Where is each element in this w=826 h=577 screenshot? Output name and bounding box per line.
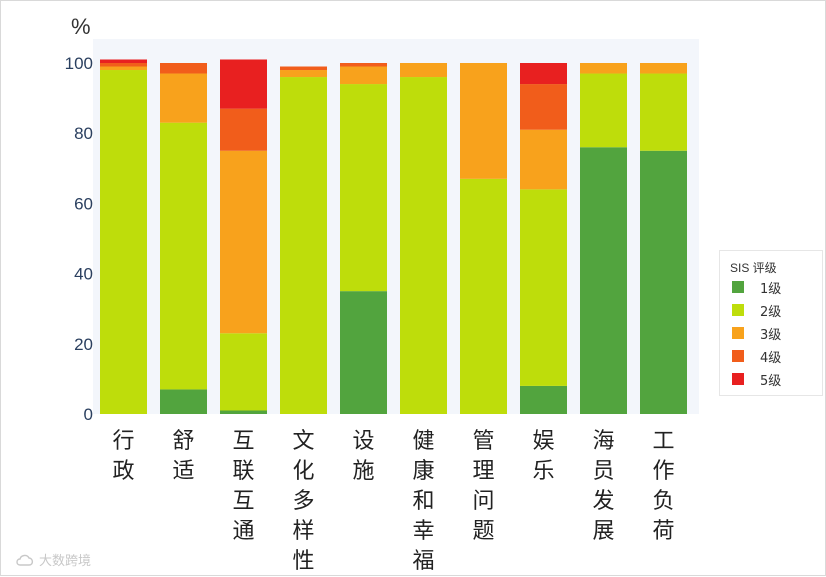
bar-segment-level-2	[400, 77, 447, 414]
legend-label: 1级	[760, 281, 782, 297]
bar-segment-level-3	[400, 63, 447, 78]
bar-segment-level-4	[280, 66, 327, 71]
legend: SIS 评级 1级 2级 3级 4级 5级	[719, 250, 823, 396]
bar-segment-level-3	[220, 150, 267, 334]
bar-segment-level-2	[520, 189, 567, 386]
y-tick-label: 0	[84, 405, 93, 424]
bar-segment-level-5	[100, 59, 147, 63]
legend-swatch	[732, 304, 744, 316]
y-tick-label: 100	[65, 54, 93, 73]
x-tick-label: 健康和幸福	[412, 429, 434, 574]
x-tick-label: 海员发展	[592, 429, 614, 544]
bar-segment-level-3	[520, 129, 567, 190]
legend-swatch	[732, 281, 744, 293]
bar-segment-level-2	[640, 73, 687, 151]
legend-swatch	[732, 350, 744, 362]
x-tick-label: 设施	[352, 429, 374, 484]
legend-swatch	[732, 373, 744, 385]
legend-label: 5级	[760, 373, 782, 389]
legend-label: 4级	[760, 350, 782, 366]
bar-segment-level-2	[100, 70, 147, 415]
bar-segment-level-3	[160, 73, 207, 123]
legend-swatch	[732, 327, 744, 339]
y-tick-label: 40	[74, 265, 93, 284]
bar-segment-level-2	[160, 122, 207, 390]
watermark: 大数跨境	[15, 550, 91, 569]
y-tick-label: 80	[74, 124, 93, 143]
bar-segment-level-2	[340, 84, 387, 292]
bar-segment-level-2	[460, 178, 507, 414]
bar-segment-level-2	[580, 73, 627, 148]
bar-segment-level-3	[460, 63, 507, 179]
bar-segment-level-1	[220, 410, 267, 414]
x-tick-label: 文化多样性	[292, 429, 314, 574]
x-tick-label: 行政	[112, 429, 134, 484]
bar-segment-level-5	[520, 63, 567, 85]
bar-segment-level-2	[220, 333, 267, 411]
bar-segment-level-4	[100, 63, 147, 67]
cloud-logo-icon	[16, 554, 34, 566]
y-axis-label: %	[71, 14, 91, 39]
legend-item-level-3[interactable]: 3级	[732, 324, 782, 343]
bar-segment-level-3	[340, 66, 387, 85]
bar-segment-level-1	[520, 385, 567, 414]
watermark-text: 大数跨境	[39, 554, 92, 569]
bar-segment-level-3	[580, 63, 627, 74]
bar-segment-level-1	[160, 389, 207, 414]
x-tick-label: 工作负荷	[652, 429, 674, 544]
bar-segment-level-4	[340, 63, 387, 67]
legend-item-level-5[interactable]: 5级	[732, 370, 782, 389]
y-tick-label: 20	[74, 335, 93, 354]
x-tick-label: 舒适	[172, 429, 194, 484]
x-tick-label: 互联互通	[232, 429, 254, 544]
bar-segment-level-5	[220, 59, 267, 109]
bar-segment-level-2	[280, 77, 327, 414]
legend-item-level-1[interactable]: 1级	[732, 278, 782, 297]
x-tick-label: 管理问题	[472, 429, 494, 544]
bar-segment-level-3	[280, 70, 327, 78]
legend-label: 3级	[760, 327, 782, 343]
legend-title: SIS 评级	[730, 261, 777, 275]
bar-segment-level-1	[640, 150, 687, 414]
bar-segment-level-4	[220, 108, 267, 151]
legend-label: 2级	[760, 304, 782, 320]
bar-segment-level-4	[520, 84, 567, 130]
legend-item-level-4[interactable]: 4级	[732, 347, 782, 366]
bar-segment-level-3	[640, 63, 687, 74]
y-tick-label: 60	[74, 194, 93, 213]
bar-segment-level-4	[160, 63, 207, 74]
bar-segment-level-1	[340, 291, 387, 414]
bar-segment-level-3	[100, 66, 147, 71]
legend-item-level-2[interactable]: 2级	[732, 301, 782, 320]
x-tick-label: 娱乐	[532, 429, 554, 484]
bar-segment-level-1	[580, 147, 627, 415]
